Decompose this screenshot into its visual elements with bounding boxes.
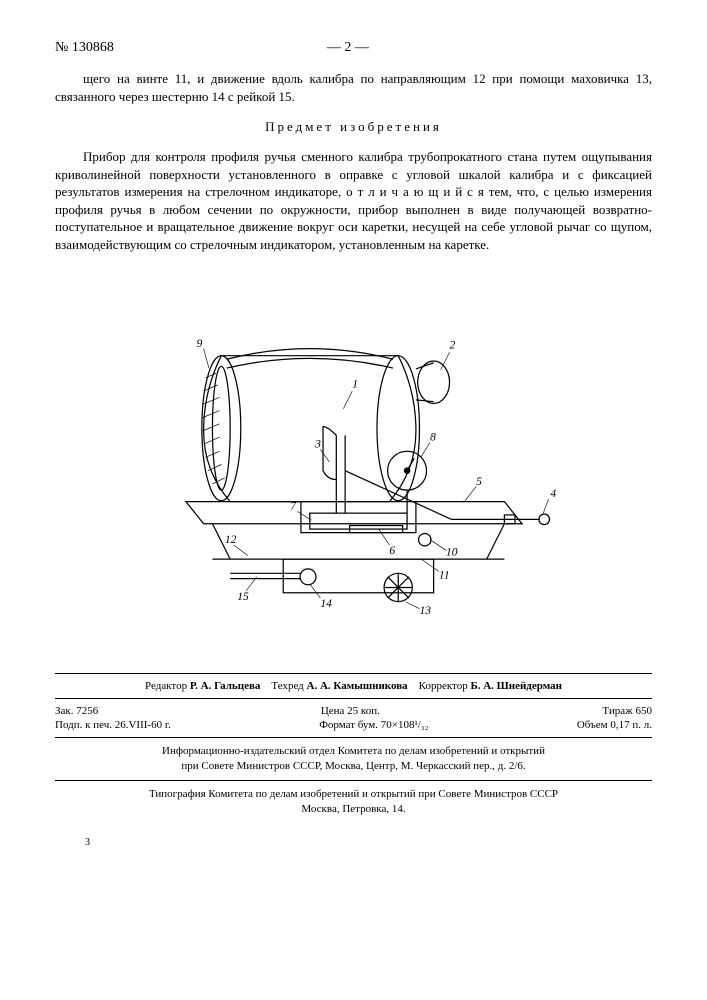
sheet-number: 3: [85, 837, 652, 848]
tech-label: Техред: [271, 680, 303, 692]
claim-paragraph: Прибор для контроля профиля ручья сменно…: [55, 148, 652, 253]
fig-label-7: 7: [290, 501, 297, 513]
section-title: Предмет изобретения: [55, 119, 652, 135]
credits-line: Редактор Р. А. Гальцева Техред А. А. Кам…: [55, 680, 652, 692]
fig-label-2: 2: [449, 340, 455, 352]
fig-label-9: 9: [196, 338, 202, 350]
fig-label-6: 6: [389, 545, 395, 557]
doc-number: № 130868: [55, 40, 114, 56]
meta-zak: Зак. 7256: [55, 705, 98, 717]
footer-block: Информационно-издательский отдел Комитет…: [55, 744, 652, 774]
corrector-name: Б. А. Шнейдерман: [470, 680, 562, 692]
divider: [55, 737, 652, 738]
fig-label-12: 12: [224, 535, 236, 547]
fig-label-1: 1: [352, 379, 358, 391]
fig-label-8: 8: [430, 432, 436, 444]
meta-volume: Объем 0,17 п. л.: [577, 719, 652, 731]
machine-diagram-svg: 1 2 3 4 5 6 7 8 9 10 11 12 13 14 15: [124, 273, 584, 633]
meta-row-1: Зак. 7256 Цена 25 коп. Тираж 650: [55, 705, 652, 717]
fig-label-13: 13: [419, 605, 431, 617]
footer-line-3: Типография Комитета по делам изобретений…: [55, 787, 652, 802]
footer-line-2: при Совете Министров СССР, Москва, Центр…: [55, 759, 652, 774]
fig-label-4: 4: [550, 489, 556, 501]
editor-label: Редактор: [145, 680, 187, 692]
footer-line-1: Информационно-издательский отдел Комитет…: [55, 744, 652, 759]
technical-figure: 1 2 3 4 5 6 7 8 9 10 11 12 13 14 15: [55, 273, 652, 633]
meta-price: Цена 25 коп.: [321, 705, 380, 717]
meta-row-2: Подп. к печ. 26.VIII-60 г. Формат бум. 7…: [55, 719, 652, 731]
meta-tirazh: Тираж 650: [602, 705, 652, 717]
fig-label-10: 10: [446, 547, 458, 559]
fig-label-15: 15: [237, 591, 249, 603]
divider: [55, 698, 652, 699]
divider: [55, 673, 652, 674]
fig-label-14: 14: [320, 598, 332, 610]
editor-name: Р. А. Гальцева: [190, 680, 261, 692]
divider: [55, 780, 652, 781]
meta-podp: Подп. к печ. 26.VIII-60 г.: [55, 719, 171, 731]
page-number: — 2 —: [114, 40, 582, 56]
paragraph-continuation: щего на винте 11, и движение вдоль калиб…: [55, 70, 652, 105]
meta-format: Формат бум. 70×108¹/₃₂: [319, 719, 428, 731]
fig-label-5: 5: [476, 476, 482, 488]
corrector-label: Корректор: [419, 680, 468, 692]
page-header: № 130868 — 2 —: [55, 40, 652, 56]
fig-label-3: 3: [314, 439, 321, 451]
fig-label-11: 11: [438, 570, 449, 582]
tech-name: А. А. Камышникова: [307, 680, 408, 692]
footer-line-4: Москва, Петровка, 14.: [55, 802, 652, 817]
footer-block-2: Типография Комитета по делам изобретений…: [55, 787, 652, 817]
